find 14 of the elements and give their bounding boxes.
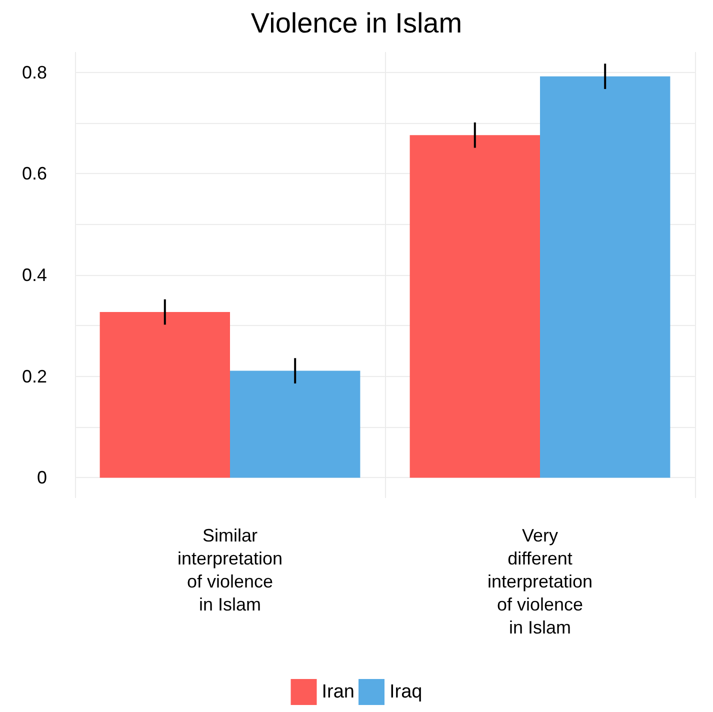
y-tick-label: 0.8 <box>22 62 47 82</box>
y-tick-label: 0.6 <box>22 164 47 184</box>
bar <box>230 370 360 478</box>
legend-label: Iran <box>322 682 355 702</box>
legend-label: Iraq <box>390 682 422 702</box>
y-tick-label: 0.4 <box>22 265 47 285</box>
bar <box>100 312 230 478</box>
x-tick-label: Similar interpretation of violence in Islam <box>177 526 283 614</box>
y-tick-label: 0 <box>36 468 47 488</box>
bar <box>410 135 540 478</box>
bar <box>540 76 670 478</box>
chart-title: Violence in Islam <box>250 8 462 38</box>
y-tick-label: 0.2 <box>22 366 47 386</box>
x-tick-label: Very different interpretation of violence in Islam <box>487 526 593 638</box>
